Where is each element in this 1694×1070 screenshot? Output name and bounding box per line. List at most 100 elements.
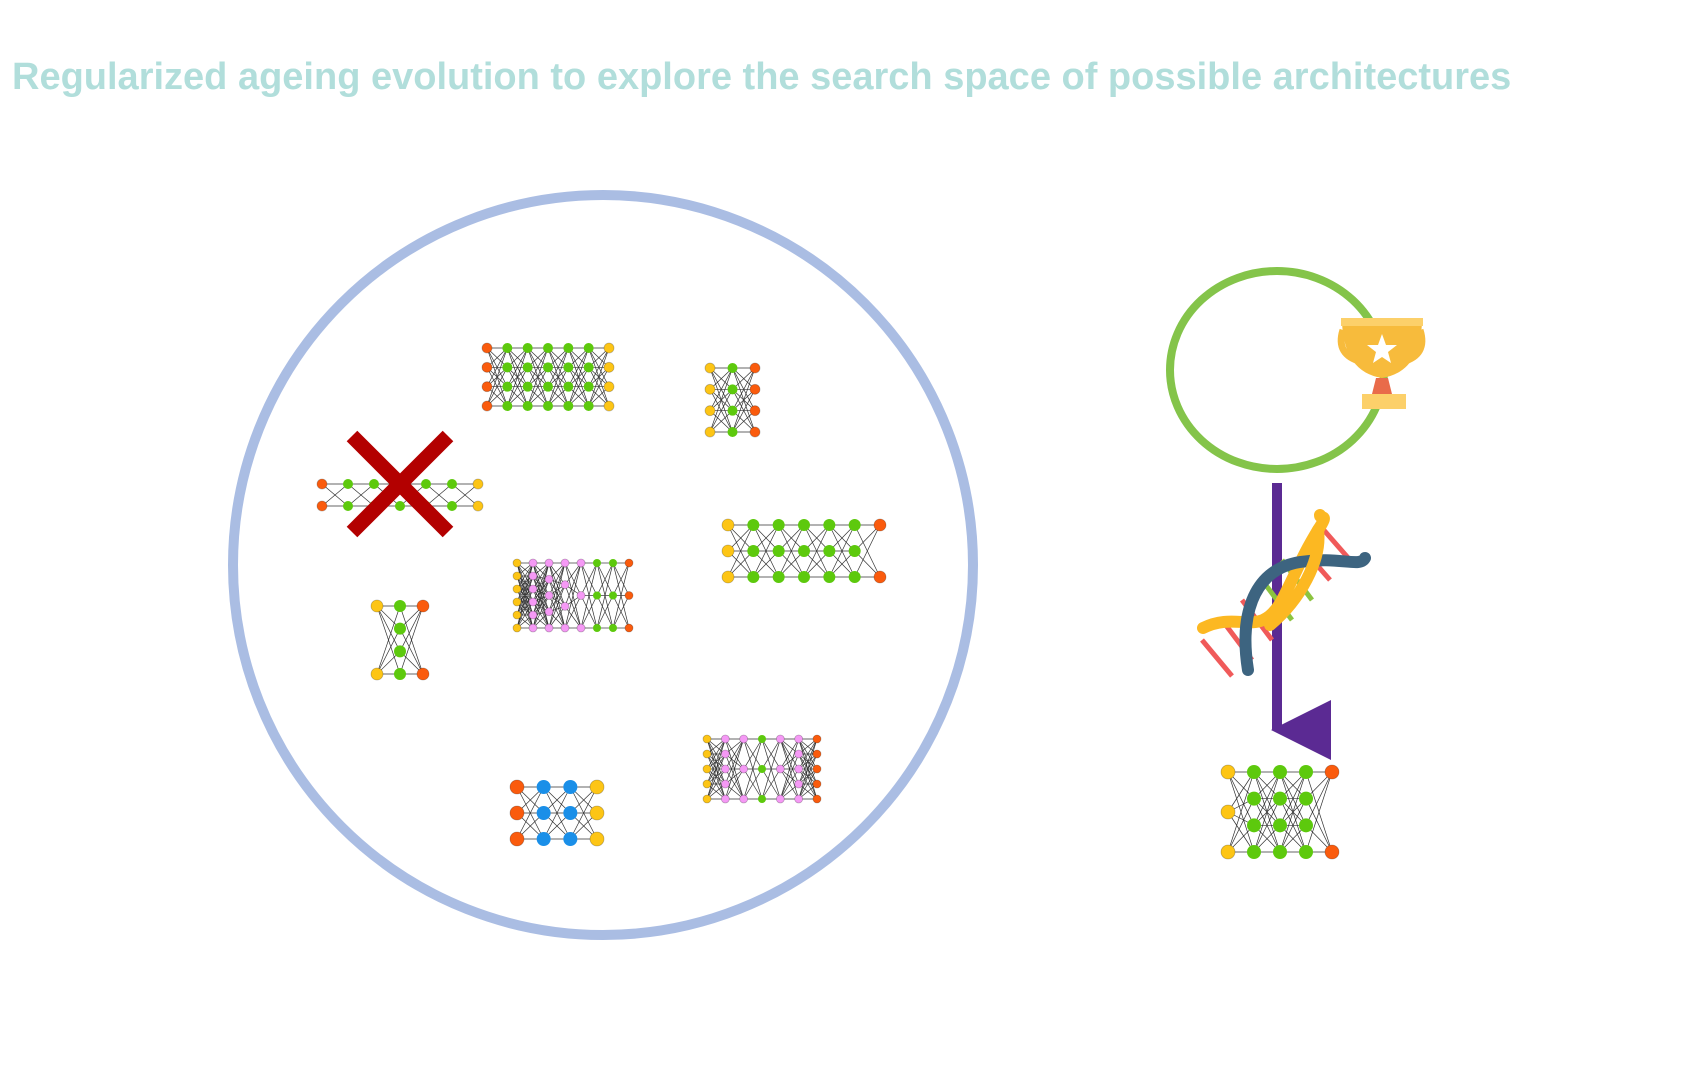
x-mark-icon: [346, 430, 454, 538]
network-connection: [1253, 771, 1281, 826]
network-connection: [516, 575, 534, 629]
network-connection: [803, 550, 830, 578]
network-node: [721, 570, 735, 584]
network-connection: [780, 738, 799, 770]
network-node: [721, 518, 735, 532]
network-node: [823, 571, 836, 583]
network-node: [758, 765, 766, 773]
network-connection: [709, 367, 733, 433]
network-connection: [1227, 771, 1255, 853]
network-node: [704, 383, 716, 395]
network-connection: [829, 524, 855, 552]
network-node: [721, 544, 735, 558]
network-node: [812, 794, 822, 804]
network-node: [563, 381, 574, 392]
network-connection: [570, 786, 598, 840]
network-node: [624, 623, 634, 633]
network-connection: [829, 550, 855, 578]
network-node: [720, 779, 730, 789]
network-node: [1273, 845, 1287, 859]
network-connection: [743, 768, 763, 800]
network-node: [873, 518, 887, 532]
network-node: [528, 597, 538, 607]
network-connection: [732, 410, 756, 433]
network-node: [544, 607, 554, 617]
network-node: [624, 558, 634, 568]
network-connection: [709, 367, 733, 411]
network-node: [512, 584, 522, 594]
network-node: [394, 668, 406, 680]
network-node: [603, 400, 615, 412]
network-connection: [425, 483, 453, 507]
network-connection: [798, 738, 818, 785]
network-connection: [803, 524, 830, 552]
network-connection: [548, 562, 566, 607]
network-node: [589, 831, 605, 847]
network-connection: [743, 738, 763, 770]
network-node: [739, 764, 749, 774]
network-connection: [725, 738, 744, 785]
network-architecture-f: [370, 599, 430, 681]
network-connection: [1227, 771, 1255, 813]
network-connection: [486, 347, 508, 407]
network-node: [512, 610, 522, 620]
network-node: [502, 343, 513, 353]
network-connection: [451, 483, 479, 507]
network-node: [447, 479, 457, 489]
network-connection: [798, 753, 818, 800]
network-connection: [596, 562, 614, 629]
network-node: [343, 501, 353, 511]
network-node: [749, 362, 761, 374]
network-node: [394, 645, 406, 658]
network-node: [1247, 791, 1261, 806]
network-connection: [854, 550, 881, 578]
network-connection: [532, 595, 550, 616]
network-node: [544, 574, 554, 584]
network-node: [543, 401, 553, 411]
network-connection: [580, 562, 598, 629]
network-connection: [612, 562, 630, 596]
network-connection: [516, 786, 544, 840]
network-node: [749, 426, 761, 438]
network-connection: [1279, 771, 1307, 853]
network-connection: [532, 579, 550, 603]
network-connection: [612, 595, 630, 629]
network-node: [1299, 791, 1313, 806]
network-connection: [829, 524, 855, 578]
network-node: [727, 363, 738, 373]
network-node: [603, 342, 615, 354]
network-node: [544, 591, 554, 600]
network-connection: [548, 562, 566, 596]
network-connection: [727, 524, 754, 552]
network-node: [603, 361, 615, 373]
network-node: [576, 558, 586, 568]
network-node: [560, 623, 570, 633]
network-node: [416, 599, 430, 613]
network-node: [812, 764, 822, 774]
network-node: [772, 545, 785, 557]
network-node: [576, 623, 586, 633]
network-connection: [1227, 798, 1255, 853]
network-connection: [532, 575, 550, 612]
network-node: [794, 764, 804, 774]
network-node: [798, 571, 810, 583]
network-node: [472, 500, 484, 512]
network-connection: [724, 738, 745, 800]
network-connection: [706, 738, 726, 785]
network-connection: [564, 584, 582, 629]
network-connection: [709, 410, 733, 433]
network-node: [528, 584, 538, 594]
network-node: [394, 600, 406, 612]
network-connection: [532, 562, 550, 590]
network-node: [536, 780, 551, 794]
network-node: [394, 622, 406, 635]
trophy-icon: [1337, 318, 1426, 409]
network-node: [543, 343, 553, 353]
network-connection: [803, 524, 830, 578]
network-node: [509, 831, 525, 847]
network-node: [522, 362, 533, 373]
network-connection: [347, 483, 375, 507]
network-architecture-e: [512, 558, 634, 633]
network-connection: [709, 389, 733, 433]
